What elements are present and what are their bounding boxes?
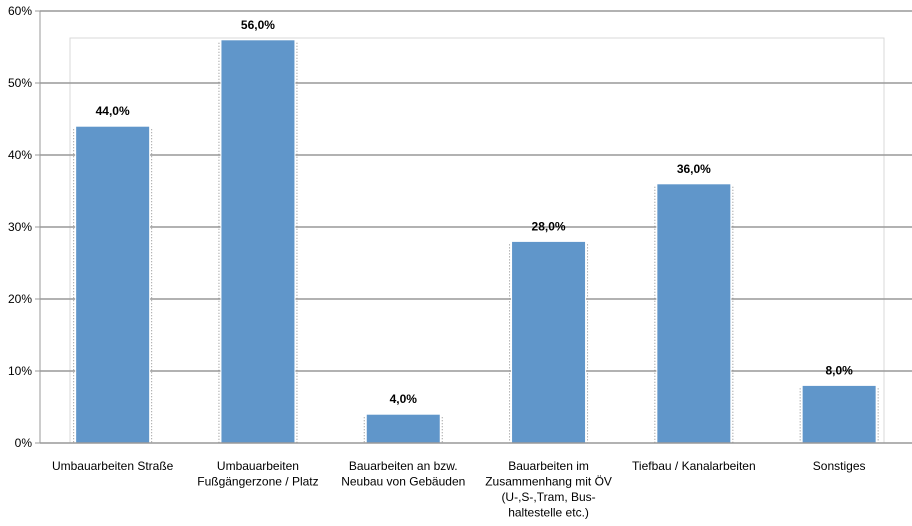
- data-label: 28,0%: [532, 219, 566, 233]
- x-tick-label-line: Zusammenhang mit ÖV: [485, 475, 612, 489]
- x-tick-label-line: Bauarbeiten im: [508, 459, 589, 473]
- x-tick-label: Umbauarbeiten Straße: [52, 459, 174, 473]
- data-label: 36,0%: [677, 162, 711, 176]
- y-tick-label: 40%: [8, 148, 32, 162]
- x-axis: Umbauarbeiten Straße Umbauarbeiten Fußgäng…: [40, 442, 912, 520]
- bar: [801, 384, 877, 444]
- data-label: 4,0%: [390, 392, 418, 406]
- bar: [75, 125, 151, 444]
- x-tick-label-line: haltestelle etc.): [508, 506, 589, 520]
- y-tick-label: 50%: [8, 76, 32, 90]
- bars: [73, 39, 879, 444]
- x-tick-label-line: Umbauarbeiten Straße: [52, 459, 174, 473]
- y-axis: 0% 10% 20% 30% 40% 50% 60%: [8, 4, 41, 450]
- bar: [220, 39, 296, 444]
- bar: [511, 240, 587, 444]
- y-tick-label: 0%: [15, 436, 33, 450]
- y-tick-label: 10%: [8, 364, 32, 378]
- y-tick-label: 30%: [8, 220, 32, 234]
- x-tick-label-line: Neubau von Gebäuden: [341, 475, 465, 489]
- plot-area: [69, 37, 885, 444]
- bar: [656, 183, 732, 444]
- x-tick-label: Tiefbau / Kanalarbeiten: [632, 459, 756, 473]
- data-label: 56,0%: [241, 18, 275, 32]
- x-tick-label: Sonstiges: [813, 459, 866, 473]
- y-tick-label: 60%: [8, 4, 32, 18]
- x-tick-label-line: (U-,S-,Tram, Bus-: [501, 490, 595, 504]
- data-labels: 44,0% 56,0% 4,0% 28,0% 36,0% 8,0%: [96, 18, 854, 406]
- x-tick-label: Bauarbeiten an bzw. Neubau von Gebäuden: [341, 459, 465, 489]
- x-tick-label-line: Sonstiges: [813, 459, 866, 473]
- y-tick-label: 20%: [8, 292, 32, 306]
- gridlines: [40, 10, 912, 372]
- x-tick-label-line: Tiefbau / Kanalarbeiten: [632, 459, 756, 473]
- x-tick-label: Bauarbeiten im Zusammenhang mit ÖV (U-,S-,…: [485, 459, 612, 520]
- data-label: 8,0%: [825, 363, 853, 377]
- bar: [365, 413, 441, 444]
- x-tick-label-line: Fußgängerzone / Platz: [197, 475, 318, 489]
- x-tick-label: Umbauarbeiten Fußgängerzone / Platz: [197, 459, 318, 489]
- x-tick-label-line: Umbauarbeiten: [217, 459, 299, 473]
- data-label: 44,0%: [96, 104, 130, 118]
- x-tick-label-line: Bauarbeiten an bzw.: [349, 459, 458, 473]
